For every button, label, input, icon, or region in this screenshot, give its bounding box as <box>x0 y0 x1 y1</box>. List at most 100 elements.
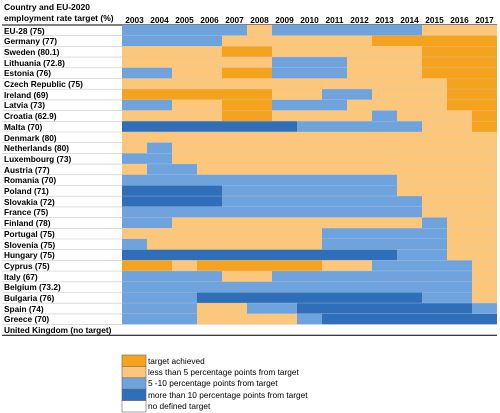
heatmap-cell <box>397 281 422 293</box>
heatmap-cell <box>122 239 147 250</box>
header-title-line1: Country and EU-2020 <box>4 2 90 12</box>
heatmap-cell <box>472 271 497 282</box>
heatmap-cell <box>122 142 147 154</box>
heatmap-cell <box>222 35 247 47</box>
heatmap-cell <box>447 78 472 90</box>
country-label: Lithuania (72.8) <box>4 57 65 68</box>
heatmap-cell <box>422 57 447 68</box>
heatmap-cell <box>272 303 297 314</box>
heatmap-cell <box>447 142 472 154</box>
heatmap-cell <box>347 185 372 197</box>
heatmap-cell <box>172 35 197 47</box>
country-label: Slovenia (75) <box>4 239 56 250</box>
heatmap-cell <box>147 78 172 90</box>
heatmap-cell <box>372 121 397 132</box>
heatmap-cell <box>172 303 197 314</box>
heatmap-cell <box>397 249 422 261</box>
heatmap-cell <box>347 164 372 175</box>
heatmap-cell <box>422 185 447 197</box>
heatmap-cell <box>447 324 472 336</box>
heatmap-cell <box>272 206 297 218</box>
heatmap-cell <box>247 153 272 165</box>
heatmap-cell <box>247 206 272 218</box>
heatmap-cell <box>472 313 497 325</box>
heatmap-cell <box>347 217 372 229</box>
heatmap-cell <box>122 206 147 218</box>
heatmap-cell <box>272 185 297 197</box>
country-label: Latvia (73) <box>4 100 46 111</box>
heatmap-cell <box>147 206 172 218</box>
heatmap-cell <box>447 185 472 197</box>
heatmap-cell <box>397 271 422 282</box>
year-label-2004: 2004 <box>150 15 169 25</box>
country-label: Luxembourg (73) <box>4 153 72 164</box>
heatmap-cell <box>172 206 197 218</box>
heatmap-cell <box>222 281 247 293</box>
country-label: Slovakia (72) <box>4 196 55 207</box>
heatmap-cell <box>197 196 222 207</box>
heatmap-cell <box>147 260 172 272</box>
heatmap-cell <box>222 260 247 272</box>
heatmap-cell <box>222 324 247 336</box>
heatmap-cell <box>347 89 372 100</box>
heatmap-cell <box>122 281 147 293</box>
heatmap-cell <box>372 142 397 154</box>
heatmap-cell <box>397 196 422 207</box>
heatmap-cell <box>247 313 272 325</box>
heatmap-cell <box>247 185 272 197</box>
heatmap-cell <box>372 132 397 143</box>
heatmap-cell <box>472 228 497 239</box>
heatmap-cell <box>247 89 272 100</box>
heatmap-cell <box>172 185 197 197</box>
heatmap-cell <box>297 67 322 79</box>
heatmap-cell <box>322 303 347 314</box>
heatmap-cell <box>297 206 322 218</box>
heatmap-cell <box>197 25 222 36</box>
heatmap-cell <box>347 292 372 304</box>
heatmap-cell <box>372 271 397 282</box>
heatmap-cell <box>297 292 322 304</box>
heatmap-cell <box>172 67 197 79</box>
heatmap-cell <box>222 303 247 314</box>
heatmap-cell <box>247 99 272 111</box>
country-label: Poland (71) <box>4 186 49 196</box>
heatmap-cell <box>197 249 222 261</box>
legend-label: 5 -10 percentage points from target <box>148 378 278 389</box>
heatmap-cell <box>397 46 422 58</box>
heatmap-cell <box>247 57 272 68</box>
heatmap-cell <box>372 185 397 197</box>
heatmap-cell <box>397 185 422 197</box>
heatmap-cell <box>422 142 447 154</box>
heatmap-cell <box>422 121 447 132</box>
heatmap-cell <box>272 217 297 229</box>
heatmap-cell <box>347 35 372 47</box>
heatmap-cell <box>447 292 472 304</box>
heatmap-cell <box>272 142 297 154</box>
heatmap-cell <box>372 206 397 218</box>
heatmap-cell <box>347 99 372 111</box>
heatmap-cell <box>147 67 172 79</box>
heatmap-cell <box>472 89 497 100</box>
heatmap-cell <box>372 99 397 111</box>
heatmap-cell <box>472 121 497 132</box>
heatmap-cell <box>297 121 322 132</box>
year-label-2009: 2009 <box>275 15 294 25</box>
heatmap-cell <box>322 239 347 250</box>
heatmap-cell <box>472 185 497 197</box>
heatmap-cell <box>322 324 347 336</box>
heatmap-cell <box>147 281 172 293</box>
heatmap-cell <box>322 132 347 143</box>
heatmap-cell <box>122 99 147 111</box>
heatmap-cell <box>372 25 397 36</box>
heatmap-cell <box>397 67 422 79</box>
heatmap-cell <box>372 239 397 250</box>
legend-swatch <box>121 366 147 379</box>
year-label-2008: 2008 <box>250 15 269 25</box>
heatmap-cell <box>397 78 422 90</box>
country-label: Germany (77) <box>4 36 58 47</box>
heatmap-cell <box>472 239 497 250</box>
heatmap-cell <box>472 78 497 90</box>
heatmap-cell <box>372 260 397 272</box>
heatmap-cell <box>297 185 322 197</box>
year-label-2006: 2006 <box>200 15 219 25</box>
